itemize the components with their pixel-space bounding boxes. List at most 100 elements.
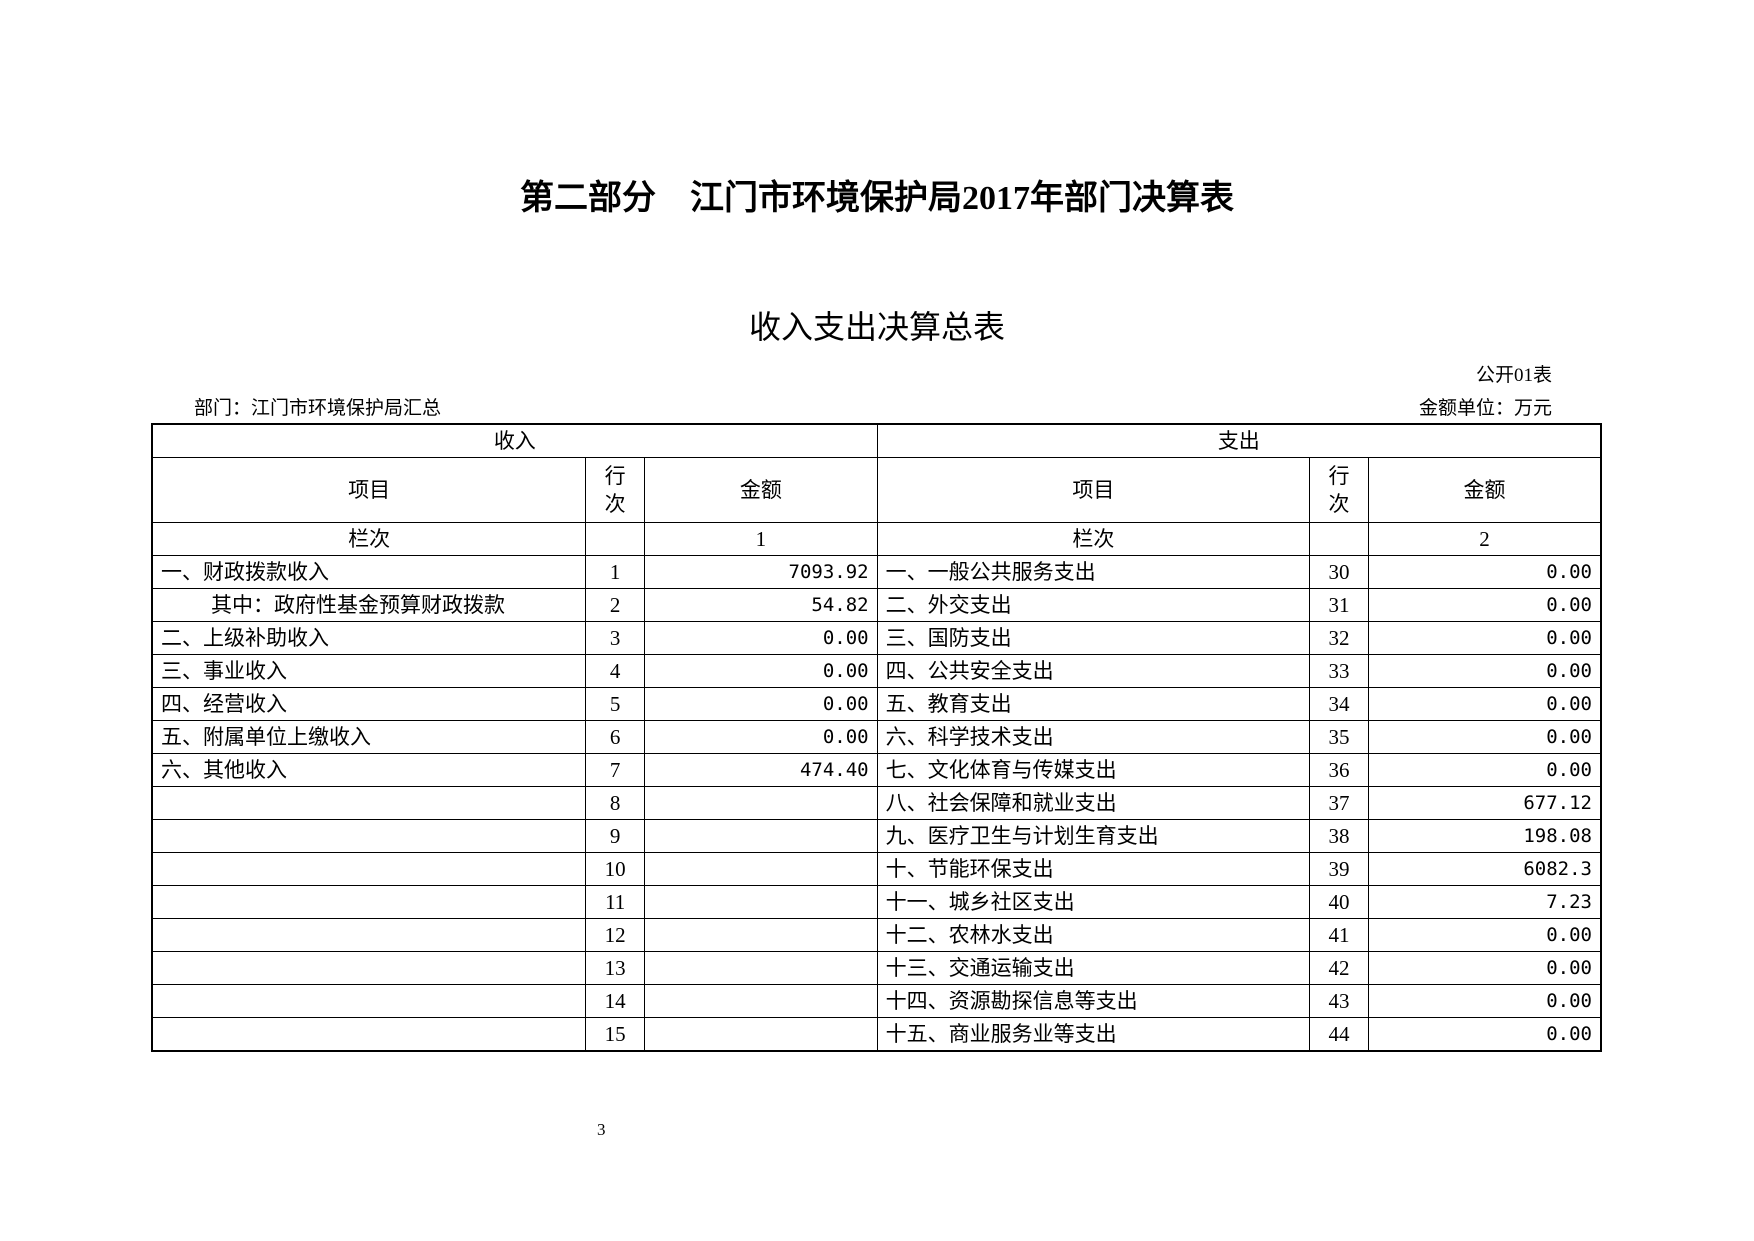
cell-in-amt: [644, 819, 878, 853]
cell-in-item: [151, 1017, 587, 1052]
cell-in-item: 二、上级补助收入: [151, 621, 587, 655]
cell-in-no: 4: [585, 654, 646, 688]
cell-ex-amt: 0.00: [1368, 588, 1602, 622]
cell-ex-item: 五、教育支出: [876, 687, 1311, 721]
table-row: 一、财政拨款收入 1 7093.92 一、一般公共服务支出 30 0.00: [151, 555, 1602, 589]
cell-ex-no: 33: [1309, 654, 1370, 688]
cell-ex-no: 44: [1309, 1017, 1370, 1052]
table-row: 三、事业收入 4 0.00 四、公共安全支出 33 0.00: [151, 654, 1602, 688]
cell-in-item: 四、经营收入: [151, 687, 587, 721]
cell-ex-item: 十五、商业服务业等支出: [876, 1017, 1311, 1052]
table-row: 其中：政府性基金预算财政拨款 2 54.82 二、外交支出 31 0.00: [151, 588, 1602, 622]
unit-label: 金额单位：万元: [1418, 398, 1552, 419]
cell-ex-amt: 0.00: [1368, 753, 1602, 787]
cell-ex-no: 32: [1309, 621, 1370, 655]
cell-in-amt: [644, 885, 878, 919]
expense-item-header: 项目: [876, 457, 1311, 523]
cell-in-no: 10: [585, 852, 646, 886]
cell-in-amt: 7093.92: [644, 555, 878, 589]
table-row: 二、上级补助收入 3 0.00 三、国防支出 32 0.00: [151, 621, 1602, 655]
cell-ex-no: 42: [1309, 951, 1370, 985]
header-text: 行: [604, 464, 626, 488]
column-header-row: 项目 行次 金额 项目 行次 金额: [151, 457, 1602, 523]
cell-in-no: 1: [585, 555, 646, 589]
table-row: 五、附属单位上缴收入 6 0.00 六、科学技术支出 35 0.00: [151, 720, 1602, 754]
cell-ex-item: 七、文化体育与传媒支出: [876, 753, 1311, 787]
cell-in-no: 7: [585, 753, 646, 787]
column-label: 栏次: [151, 522, 587, 556]
cell-in-item: 其中：政府性基金预算财政拨款: [151, 588, 587, 622]
cell-ex-amt: 0.00: [1368, 1017, 1602, 1052]
cell-ex-item: 八、社会保障和就业支出: [876, 786, 1311, 820]
income-expense-table: 收入 支出 项目 行次 金额 项目 行次 金额 栏次 1 栏次 2 一、财政拨款…: [151, 423, 1602, 1052]
cell-in-no: 2: [585, 588, 646, 622]
cell-ex-amt: 677.12: [1368, 786, 1602, 820]
table-row: 六、其他收入 7 474.40 七、文化体育与传媒支出 36 0.00: [151, 753, 1602, 787]
cell-ex-no: 40: [1309, 885, 1370, 919]
cell-in-item: 一、财政拨款收入: [151, 555, 587, 589]
cell-in-no: 3: [585, 621, 646, 655]
table-row: 12 十二、农林水支出 41 0.00: [151, 918, 1602, 952]
cell-ex-no: 34: [1309, 687, 1370, 721]
table-row: 11 十一、城乡社区支出 40 7.23: [151, 885, 1602, 919]
cell-in-amt: [644, 951, 878, 985]
header-text: 次: [1328, 492, 1350, 516]
cell-ex-amt: 0.00: [1368, 984, 1602, 1018]
cell-ex-item: 十四、资源勘探信息等支出: [876, 984, 1311, 1018]
cell-ex-item: 三、国防支出: [876, 621, 1311, 655]
cell-ex-no: 43: [1309, 984, 1370, 1018]
cell-in-item: [151, 951, 587, 985]
cell-ex-item: 四、公共安全支出: [876, 654, 1311, 688]
expense-amount-header: 金额: [1368, 457, 1602, 523]
cell-in-no: 6: [585, 720, 646, 754]
cell-ex-amt: 0.00: [1368, 951, 1602, 985]
cell-ex-item: 十一、城乡社区支出: [876, 885, 1311, 919]
cell-in-item: [151, 819, 587, 853]
cell-in-item: 五、附属单位上缴收入: [151, 720, 587, 754]
cell-in-item: [151, 918, 587, 952]
expense-header: 支出: [876, 423, 1602, 458]
cell-in-amt: [644, 918, 878, 952]
column-number-row: 栏次 1 栏次 2: [151, 522, 1602, 556]
cell-in-no: 5: [585, 687, 646, 721]
income-amount-header: 金额: [644, 457, 878, 523]
cell-in-amt: 0.00: [644, 720, 878, 754]
cell-in-no: 14: [585, 984, 646, 1018]
income-column-number: 1: [644, 522, 878, 556]
department-label: 部门：江门市环境保护局汇总: [194, 398, 442, 419]
cell-ex-amt: 0.00: [1368, 654, 1602, 688]
cell-ex-item: 一、一般公共服务支出: [876, 555, 1311, 589]
cell-ex-item: 二、外交支出: [876, 588, 1311, 622]
cell-in-item: [151, 852, 587, 886]
table-row: 15 十五、商业服务业等支出 44 0.00: [151, 1017, 1602, 1052]
cell-ex-amt: 0.00: [1368, 720, 1602, 754]
cell-ex-amt: 0.00: [1368, 555, 1602, 589]
column-label: 栏次: [876, 522, 1311, 556]
cell-in-amt: 0.00: [644, 687, 878, 721]
cell-in-item: 三、事业收入: [151, 654, 587, 688]
page-number: 3: [597, 1120, 606, 1139]
cell-in-no: 8: [585, 786, 646, 820]
cell-ex-item: 十三、交通运输支出: [876, 951, 1311, 985]
income-item-header: 项目: [151, 457, 587, 523]
expense-row-no-header: 行次: [1309, 457, 1370, 523]
cell-in-no: 11: [585, 885, 646, 919]
cell-ex-no: 36: [1309, 753, 1370, 787]
cell-in-amt: [644, 984, 878, 1018]
table-code: 公开01表: [1475, 365, 1552, 386]
cell-ex-item: 九、医疗卫生与计划生育支出: [876, 819, 1311, 853]
cell-in-no: 9: [585, 819, 646, 853]
cell-in-no: 13: [585, 951, 646, 985]
cell-ex-no: 41: [1309, 918, 1370, 952]
cell-in-item: [151, 984, 587, 1018]
cell-ex-no: 38: [1309, 819, 1370, 853]
table-row: 8 八、社会保障和就业支出 37 677.12: [151, 786, 1602, 820]
cell-in-amt: 474.40: [644, 753, 878, 787]
table-row: 四、经营收入 5 0.00 五、教育支出 34 0.00: [151, 687, 1602, 721]
cell-in-amt: 0.00: [644, 654, 878, 688]
cell-ex-no: 37: [1309, 786, 1370, 820]
table-row: 14 十四、资源勘探信息等支出 43 0.00: [151, 984, 1602, 1018]
cell-ex-no: 39: [1309, 852, 1370, 886]
cell-in-amt: 54.82: [644, 588, 878, 622]
cell-in-item: [151, 885, 587, 919]
